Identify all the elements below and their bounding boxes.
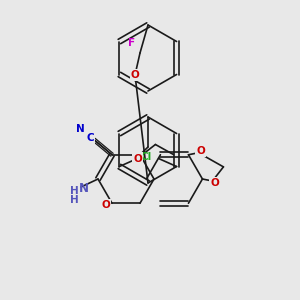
- Text: Cl: Cl: [141, 152, 152, 163]
- Text: O: O: [133, 154, 142, 164]
- Text: O: O: [130, 70, 140, 80]
- Text: H: H: [70, 186, 78, 196]
- Text: O: O: [102, 200, 110, 210]
- Text: O: O: [196, 146, 205, 156]
- Text: N: N: [76, 124, 84, 134]
- Text: H: H: [70, 195, 78, 205]
- Text: C: C: [86, 133, 94, 143]
- Text: O: O: [210, 178, 219, 188]
- Text: N: N: [79, 182, 89, 194]
- Text: F: F: [128, 38, 135, 49]
